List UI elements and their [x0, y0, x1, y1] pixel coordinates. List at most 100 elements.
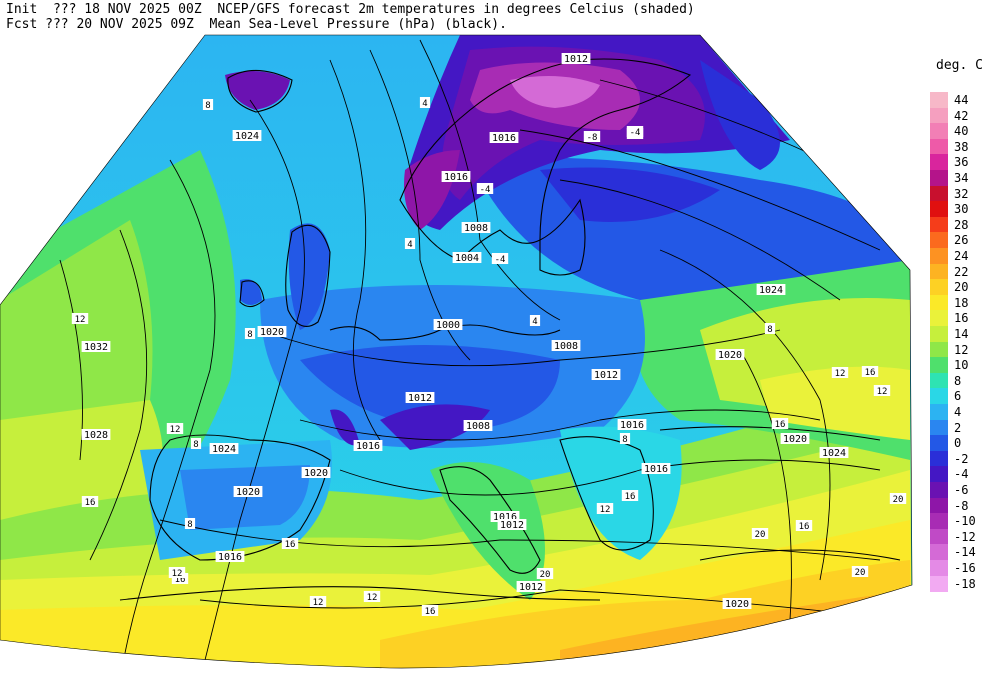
temperature-label-box	[861, 366, 879, 377]
temperature-labels: 12881216168121216201216-4-44481216201620…	[71, 97, 907, 617]
temperature-label-box	[166, 423, 184, 434]
legend-swatch	[930, 232, 948, 249]
pressure-label: 1024	[822, 448, 846, 459]
legend-swatch	[930, 216, 948, 233]
legend-swatch	[930, 92, 948, 108]
legend-entry: 26	[930, 232, 990, 249]
pressure-label: 1016	[493, 512, 517, 523]
legend-swatch	[930, 482, 948, 498]
legend-entry: 8	[930, 372, 990, 389]
legend-label: -18	[954, 576, 976, 591]
temperature-label: 12	[313, 598, 324, 608]
legend-label: 26	[954, 233, 969, 248]
temperature-label-box	[184, 518, 196, 529]
legend-label: 44	[954, 93, 969, 107]
pressure-label: 1004	[455, 253, 479, 264]
pressure-labels: 1024 1032 1028 1020 1024 1020 1020 1016 1016 1008…	[81, 53, 849, 610]
legend-entry: 44	[930, 92, 990, 108]
temperature-label-box	[795, 520, 813, 531]
legend-label: -16	[954, 561, 976, 575]
temperature-label: 16	[865, 368, 876, 378]
legend-label: 24	[954, 249, 969, 263]
coastlines	[119, 58, 901, 601]
temperature-label: 12	[172, 569, 183, 579]
temperature-label-box	[171, 573, 189, 584]
pressure-label-box	[405, 392, 435, 403]
legend-entry: 30	[930, 201, 990, 218]
legend-swatch	[930, 170, 948, 186]
temperature-label: 16	[425, 607, 436, 617]
pressure-label-box	[441, 171, 471, 182]
temperature-label-box	[536, 568, 554, 579]
legend-swatch	[930, 513, 948, 530]
temperature-label-box	[419, 97, 431, 108]
temperature-label-box	[851, 566, 869, 577]
pressure-label: 1012	[408, 393, 432, 404]
temperature-label: 8	[187, 520, 192, 530]
legend-swatch	[930, 107, 948, 124]
legend-label: 12	[954, 342, 969, 357]
legend-swatch	[930, 419, 948, 436]
pressure-label-box	[257, 326, 287, 337]
pressure-label: 1000	[436, 320, 460, 331]
legend-label: -12	[954, 529, 976, 544]
legend-entry: 12	[930, 341, 990, 358]
temperature-label-box	[529, 315, 541, 326]
legend-entry: -10	[930, 513, 990, 530]
temperature-label: 4	[407, 240, 412, 250]
header-init-line: Init ??? 18 NOV 2025 00Z NCEP/GFS foreca…	[6, 2, 695, 17]
legend-label: -10	[954, 514, 976, 529]
pressure-label: 1024	[759, 285, 783, 296]
temperature-label-box	[309, 596, 327, 607]
temperature-label-box	[873, 385, 891, 396]
legend-label: 28	[954, 217, 969, 232]
temperature-label: 8	[205, 101, 210, 111]
pressure-label: 1008	[464, 223, 488, 234]
pressure-label-box	[591, 369, 621, 380]
temperature-label-box	[168, 567, 186, 578]
temperature-label-box	[831, 367, 849, 378]
legend-label: -4	[954, 467, 969, 482]
legend-label: 36	[954, 155, 969, 170]
pressure-label: 1008	[554, 341, 578, 352]
temperature-label-box	[363, 591, 381, 602]
legend-entry: 16	[930, 310, 990, 327]
legend-label: 10	[954, 358, 969, 373]
legend-swatch	[930, 326, 948, 342]
legend-label: 16	[954, 311, 969, 326]
legend-label: 8	[954, 373, 962, 388]
legend-swatch	[930, 560, 948, 576]
color-legend: 44 42 40 38 36 34 32 30 28 26 24 22 20 18 16 14 12 10 8 6 4 2…	[930, 92, 990, 592]
pressure-label: 1016	[492, 133, 516, 144]
temperature-label: 8	[193, 440, 198, 450]
pressure-label: 1012	[519, 582, 543, 593]
legend-entry: 0	[930, 435, 990, 452]
pressure-label-box	[497, 519, 527, 530]
legend-swatch	[930, 310, 948, 327]
pressure-label-box	[641, 463, 671, 474]
legend-swatch	[930, 138, 948, 155]
temperature-label-box	[190, 438, 202, 449]
temperature-label: -4	[630, 128, 641, 138]
legend-swatch	[930, 279, 948, 296]
legend-label: -8	[954, 498, 969, 513]
legend-entry: -12	[930, 528, 990, 545]
legend-entry: -2	[930, 450, 990, 467]
legend-swatch	[930, 575, 948, 592]
temperature-label-box	[764, 323, 776, 334]
temperature-label: 8	[767, 325, 772, 335]
pressure-label-box	[81, 341, 111, 352]
temperature-label: 12	[170, 425, 181, 435]
pressure-label-box	[756, 284, 786, 295]
legend-label: 22	[954, 264, 969, 279]
legend-entry: 18	[930, 294, 990, 311]
legend-label: 0	[954, 436, 962, 451]
legend-entry: 10	[930, 357, 990, 374]
legend-entry: 34	[930, 170, 990, 186]
legend-swatch	[930, 357, 948, 374]
pressure-label-box	[233, 486, 263, 497]
legend-entry: 20	[930, 279, 990, 296]
pressure-label: 1020	[718, 350, 742, 361]
temperature-label: -8	[587, 133, 598, 143]
